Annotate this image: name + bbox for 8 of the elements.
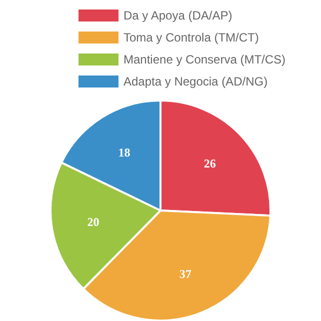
legend-label: Adapta y Negocia (AD/NG) (124, 74, 268, 88)
data-label: 26 (204, 156, 216, 170)
data-label: 37 (179, 267, 192, 282)
legend-label: Mantiene y Conserva (MT/CS) (124, 52, 286, 66)
data-label: 18 (118, 146, 130, 160)
data-label: 20 (87, 215, 100, 230)
legend-label: Toma y Controla (TM/CT) (124, 30, 259, 44)
legend-label: Da y Apoya (DA/AP) (124, 8, 232, 22)
